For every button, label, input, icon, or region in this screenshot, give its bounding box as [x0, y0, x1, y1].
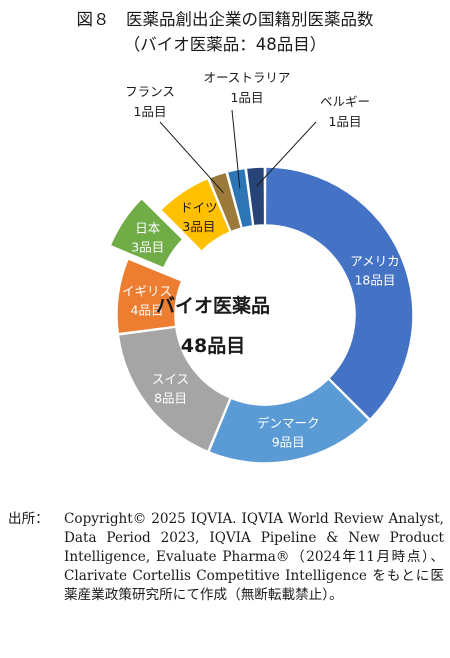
slice-8-leader-line	[231, 109, 241, 189]
slice-6-name: ドイツ	[180, 200, 218, 215]
slice-1-value-label: 18品目	[354, 272, 395, 287]
center-label-total: 48品目	[181, 335, 245, 357]
slice-7-value-label: 1品目	[134, 104, 167, 119]
source-text: Copyright© 2025 IQVIA. IQVIA World Revie…	[64, 511, 444, 603]
slice-2-name: デンマーク	[257, 416, 320, 431]
slice-4-wedge	[116, 257, 183, 335]
slice-3-name: スイス	[152, 371, 189, 386]
slice-5-value-label: 3品目	[131, 240, 164, 255]
slice-5-name: 日本	[135, 221, 161, 236]
slice-2-wedge	[207, 377, 371, 464]
slice-7-leader-line	[159, 121, 224, 194]
slice-9-name: ベルギー	[320, 94, 370, 109]
slice-4-name: イギリス	[122, 283, 172, 298]
chart-subtitle: （バイオ医薬品：48品目）	[123, 35, 327, 54]
slice-6-wedge	[159, 177, 232, 253]
slice-9-leader-line	[256, 121, 317, 187]
slice-2-value-label: 9品目	[272, 435, 305, 450]
slice-1-wedge	[264, 166, 414, 421]
chart-title: 図８ 医薬品創出企業の国籍別医薬品数	[76, 10, 374, 29]
slice-9-wedge	[245, 166, 266, 227]
slice-5-wedge	[109, 197, 184, 269]
slice-3-wedge	[117, 326, 232, 453]
center-label-title: バイオ医薬品	[156, 294, 270, 317]
slice-6-value-label: 3品目	[182, 219, 215, 234]
slice-1-name: アメリカ	[350, 253, 399, 268]
slice-8-name: オーストラリア	[204, 70, 291, 85]
slice-4-value-label: 4品目	[131, 302, 164, 317]
slice-9-value-label: 1品目	[329, 114, 362, 129]
source-note: 出所： Copyright© 2025 IQVIA. IQVIA World R…	[8, 510, 444, 605]
source-label: 出所：	[8, 511, 49, 527]
slice-7-name: フランス	[125, 84, 175, 99]
slice-3-value-label: 8品目	[154, 390, 187, 405]
slice-8-value-label: 1品目	[231, 90, 264, 105]
